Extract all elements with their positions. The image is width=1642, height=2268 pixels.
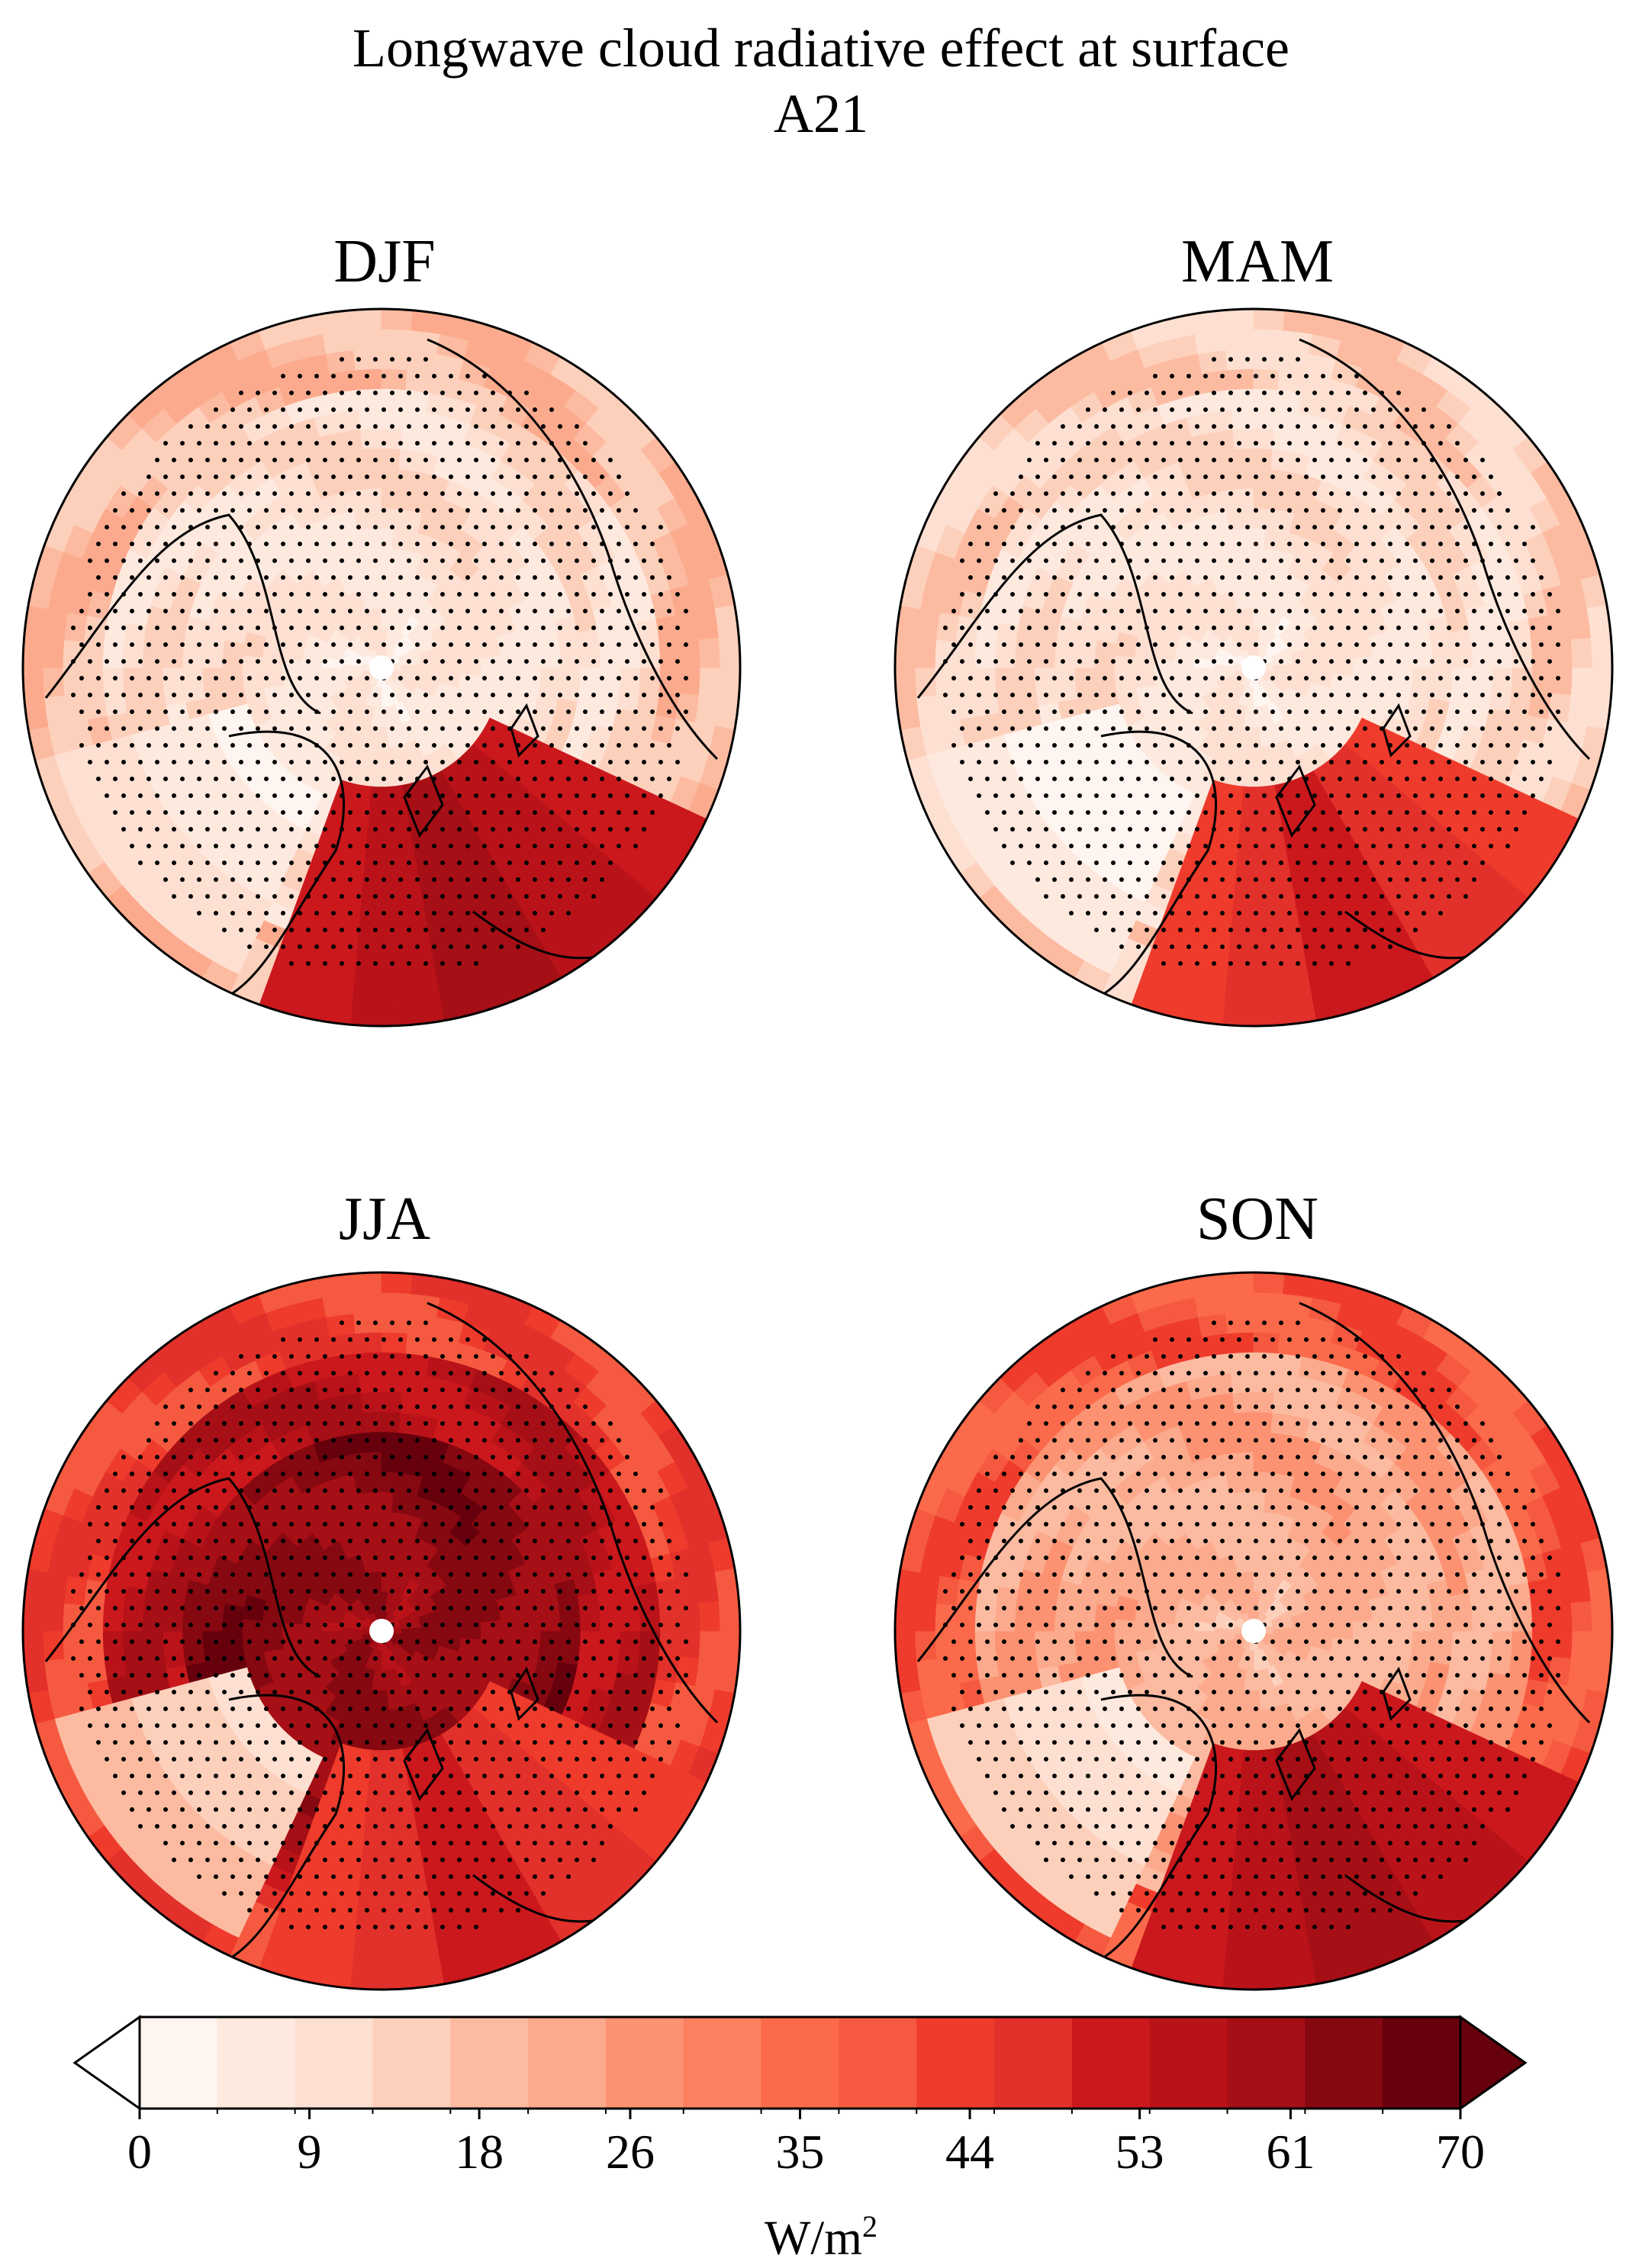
pole-marker	[1241, 1619, 1266, 1643]
stippling	[943, 1321, 1560, 1929]
colorbar-tick-label: 70	[1436, 2125, 1485, 2179]
colorbar-segment	[994, 2017, 1073, 2109]
map-boundary	[21, 307, 742, 1028]
colorbar-segment	[295, 2017, 374, 2109]
map-boundary	[893, 307, 1614, 1028]
colorbar-extend-min	[72, 2015, 141, 2111]
colorbar-tick-label: 35	[776, 2125, 825, 2179]
colorbar-segment	[1305, 2017, 1383, 2109]
pole-marker	[1241, 655, 1266, 680]
map-boundary	[893, 1271, 1614, 1991]
figure-title: Longwave cloud radiative effect at surfa…	[352, 18, 1290, 79]
colorbar-segment	[683, 2017, 762, 2109]
colorbar-segment	[839, 2017, 917, 2109]
map-field	[23, 1272, 740, 1990]
colorbar-segment	[372, 2017, 451, 2109]
colorbar-segment	[1383, 2017, 1461, 2109]
panel-title-mam: MAM	[1180, 228, 1335, 295]
colorbar-tick-label: 26	[606, 2125, 655, 2179]
coastline	[916, 338, 1591, 997]
colorbar-segment	[605, 2017, 684, 2109]
colorbar-segment	[1149, 2017, 1228, 2109]
pole-marker	[369, 655, 394, 680]
colorbar-tick-label: 0	[127, 2125, 152, 2179]
pole-marker	[369, 1619, 394, 1643]
polar-map-son	[893, 1271, 1614, 1991]
colorbar-segment	[140, 2017, 218, 2109]
colorbar-segment	[1227, 2017, 1306, 2109]
map-field	[895, 309, 1612, 1026]
map-boundary	[21, 1271, 742, 1991]
panel-title-djf: DJF	[333, 228, 436, 295]
map-field	[895, 1272, 1612, 1990]
colorbar-tick-label: 9	[298, 2125, 322, 2179]
panel-title-jja: JJA	[338, 1185, 431, 1253]
colorbar-tick-label: 18	[455, 2125, 504, 2179]
map-field	[23, 309, 740, 1026]
colorbar-tick-label: 44	[945, 2125, 994, 2179]
colorbar-segment	[450, 2017, 529, 2109]
polar-map-jja	[21, 1271, 742, 1991]
colorbar-tick-label: 61	[1266, 2125, 1315, 2179]
figure-subtitle: A21	[774, 83, 868, 144]
colorbar-segment	[528, 2017, 607, 2109]
colorbar-segment	[217, 2017, 296, 2109]
coastline	[916, 1301, 1591, 1961]
colorbar-extend-max	[1459, 2015, 1528, 2111]
colorbar-segment	[1071, 2017, 1151, 2109]
colorbar-units: W/m2	[765, 2209, 877, 2265]
stippling	[943, 357, 1560, 966]
polar-map-djf	[21, 307, 742, 1028]
colorbar-tick-label: 53	[1116, 2125, 1164, 2179]
stippling	[71, 1321, 688, 1929]
colorbar-segment	[761, 2017, 840, 2109]
stippling	[71, 357, 688, 966]
colorbar-segment	[916, 2017, 995, 2109]
panel-title-son: SON	[1196, 1185, 1319, 1253]
polar-map-mam	[893, 307, 1614, 1028]
